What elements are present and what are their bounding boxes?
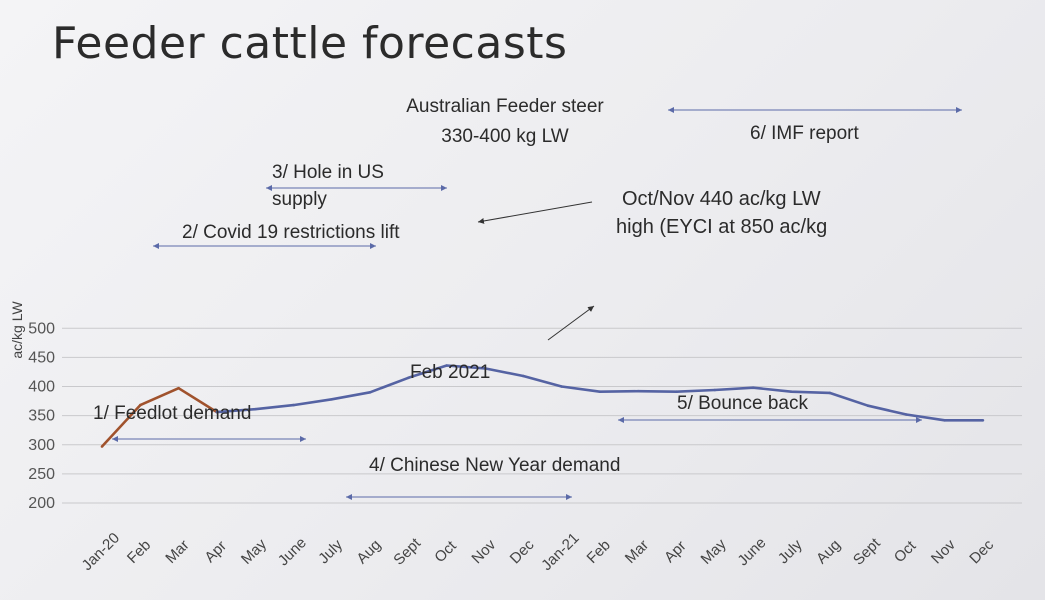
slide-title: Feeder cattle forecasts — [52, 18, 568, 69]
y-axis-label: ac/kg LW — [9, 301, 25, 359]
x-tick-label: July — [315, 536, 346, 567]
x-tick-label: Apr — [201, 538, 230, 567]
x-tick-label: Nov — [928, 536, 959, 567]
series-2-point — [943, 419, 946, 422]
x-tick-label: Jan-20 — [79, 530, 123, 574]
annotation-peak-line2: high (EYCI at 850 ac/kg — [616, 216, 827, 238]
series-2-point — [253, 407, 257, 411]
x-tick-label: Dec — [507, 536, 538, 567]
x-tick-label: Sept — [390, 534, 424, 568]
x-tick-label: Oct — [891, 537, 920, 566]
chart-subtitle: 330-400 kg LW — [441, 126, 569, 147]
annotation-feb2021: Feb 2021 — [410, 362, 490, 383]
annotation-hole-line1: 3/ Hole in US — [272, 162, 384, 183]
series-2-point — [828, 391, 831, 395]
series-2-point — [751, 386, 755, 390]
chart-title: Australian Feeder steer — [406, 96, 604, 117]
series-2-point — [483, 367, 487, 370]
x-tick-label: Sept — [850, 534, 884, 568]
y-tick-label: 200 — [28, 495, 55, 512]
annotation-bounce: 5/ Bounce back — [677, 393, 808, 414]
series-line-1 — [101, 386, 218, 448]
series-2-point — [560, 385, 563, 388]
series-2-point — [790, 390, 793, 394]
series-2-point — [368, 391, 372, 394]
x-tick-label: June — [275, 534, 310, 569]
x-tick-label: Mar — [162, 537, 192, 567]
y-tick-label: 300 — [28, 437, 55, 454]
x-tick-label: Feb — [584, 537, 614, 567]
series-2-point — [866, 404, 870, 408]
y-tick-label: 350 — [28, 408, 55, 425]
series-1-point — [139, 403, 142, 407]
x-tick-label: Apr — [661, 538, 690, 567]
series-2-point — [905, 413, 908, 416]
x-tick-label: Oct — [431, 537, 460, 566]
annotation-covid: 2/ Covid 19 restrictions lift — [182, 222, 400, 243]
series-2-point — [445, 364, 449, 367]
x-tick-label: Aug — [813, 536, 844, 567]
feb2021-pointer-arrow — [547, 305, 595, 341]
series-2-point — [292, 403, 295, 407]
annotation-feedlot: 1/ Feedlot demand — [93, 403, 251, 424]
series-2-point — [522, 374, 525, 378]
y-tick-label: 250 — [28, 466, 55, 483]
series-1-point — [100, 445, 104, 448]
series-2-point — [330, 398, 334, 401]
series-2-point — [215, 410, 219, 414]
x-tick-label: Aug — [353, 536, 384, 567]
annotation-imf: 6/ IMF report — [750, 123, 859, 144]
x-tick-label: Mar — [622, 537, 652, 567]
annotation-peak-line1: Oct/Nov 440 ac/kg LW — [622, 188, 821, 210]
x-tick-label: May — [698, 535, 730, 567]
series-2-point — [636, 389, 640, 393]
x-tick-label: Feb — [124, 537, 154, 567]
series-1-point — [177, 386, 180, 390]
y-tick-label: 450 — [28, 349, 55, 366]
series-2-point — [407, 376, 410, 380]
x-tick-label: Dec — [966, 536, 997, 567]
series-2-point — [675, 390, 678, 394]
series-2-point — [981, 419, 985, 422]
series-2-point — [598, 390, 602, 394]
annotation-hole-line2: supply — [272, 189, 327, 210]
annotation-cny: 4/ Chinese New Year demand — [369, 455, 620, 476]
x-tick-label: Nov — [468, 536, 499, 567]
peak-pointer-arrow — [477, 201, 593, 224]
series-2-point — [713, 388, 717, 392]
x-tick-label: Jan-21 — [538, 530, 582, 574]
x-tick-label: May — [238, 535, 270, 567]
x-tick-label: June — [734, 534, 769, 569]
y-tick-label: 400 — [28, 379, 55, 396]
y-tick-label: 500 — [28, 320, 55, 337]
x-tick-label: July — [775, 536, 806, 567]
